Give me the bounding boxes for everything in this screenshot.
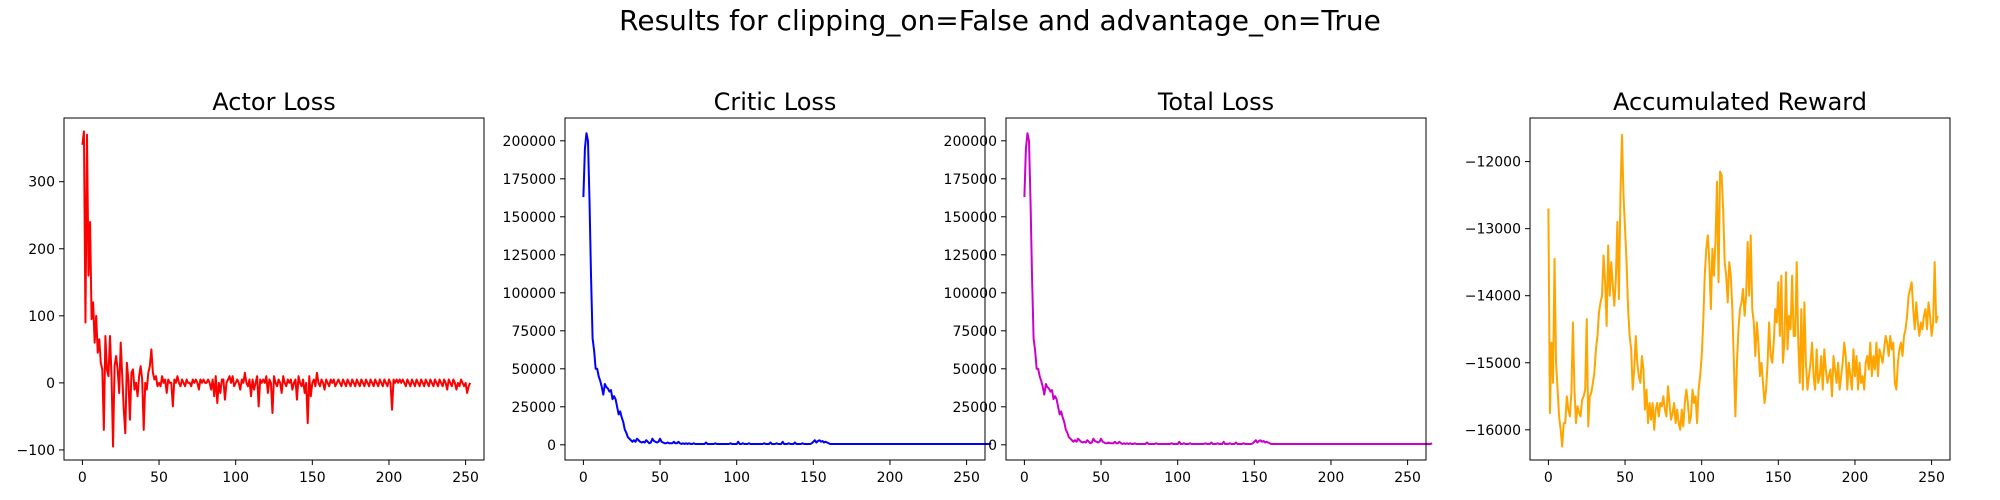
- total-loss-series-line: [1023, 132, 1433, 446]
- actor-loss-ytick-label: 0: [46, 376, 55, 392]
- accumulated-reward-xtick-label: 0: [1544, 470, 1553, 486]
- actor-loss-series-line: [81, 130, 472, 448]
- actor-loss-xtick-label: 250: [452, 470, 479, 486]
- critic-loss-ytick-label: 125000: [503, 248, 556, 264]
- actor-loss-title: Actor Loss: [212, 88, 335, 116]
- actor-loss-axes-frame: [63, 117, 485, 461]
- accumulated-reward-xtick-label: 150: [1765, 470, 1792, 486]
- total-loss-title: Total Loss: [1157, 88, 1274, 116]
- total-loss-ytick-label: 200000: [944, 134, 997, 150]
- critic-loss-ytick-label: 200000: [503, 134, 556, 150]
- accumulated-reward-xtick-label: 100: [1688, 470, 1715, 486]
- critic-loss-xtick-label: 150: [800, 470, 827, 486]
- critic-loss-ytick-label: 150000: [503, 210, 556, 226]
- critic-loss-axes-frame: [564, 117, 986, 461]
- actor-loss-xtick-label: 200: [376, 470, 403, 486]
- actor-loss-xtick-label: 0: [78, 470, 87, 486]
- actor-loss-xtick-label: 50: [150, 470, 168, 486]
- actor-loss-panel: Actor Loss 0 50 100 150 200 250 −100 0 100 200 300: [17, 88, 485, 486]
- total-loss-axes-frame: [1005, 117, 1427, 461]
- critic-loss-xtick-label: 250: [953, 470, 980, 486]
- total-loss-ytick-label: 150000: [944, 210, 997, 226]
- critic-loss-title: Critic Loss: [714, 88, 837, 116]
- accumulated-reward-panel: Accumulated Reward 0 50 100 150 200 250 −16000 −…: [1465, 88, 1951, 486]
- critic-loss-ytick-label: 100000: [503, 286, 556, 302]
- total-loss-xtick-label: 150: [1241, 470, 1268, 486]
- critic-loss-xtick-label: 50: [651, 470, 669, 486]
- critic-loss-series-line: [582, 132, 992, 446]
- accumulated-reward-ytick-label: −14000: [1465, 289, 1521, 305]
- total-loss-ytick-label: 125000: [944, 248, 997, 264]
- actor-loss-ytick-label: 300: [28, 175, 55, 191]
- accumulated-reward-xtick-label: 50: [1616, 470, 1634, 486]
- accumulated-reward-xtick-label: 200: [1842, 470, 1869, 486]
- total-loss-ytick-label: 0: [988, 438, 997, 454]
- critic-loss-ytick-label: 175000: [503, 172, 556, 188]
- total-loss-xtick-label: 50: [1092, 470, 1110, 486]
- critic-loss-ytick-label: 0: [547, 438, 556, 454]
- critic-loss-xtick-label: 0: [579, 470, 588, 486]
- critic-loss-ytick-label: 25000: [511, 400, 556, 416]
- accumulated-reward-xtick-label: 250: [1918, 470, 1945, 486]
- total-loss-ytick-label: 25000: [952, 400, 997, 416]
- accumulated-reward-title: Accumulated Reward: [1613, 88, 1867, 116]
- accumulated-reward-ytick-label: −15000: [1465, 356, 1521, 372]
- total-loss-ytick-label: 100000: [944, 286, 997, 302]
- actor-loss-xtick-label: 100: [222, 470, 249, 486]
- figure-suptitle: Results for clipping_on=False and advant…: [619, 4, 1381, 37]
- critic-loss-panel: Critic Loss 0 50 100 150 200 250 0 25000 50000 750…: [503, 88, 992, 486]
- total-loss-xtick-label: 100: [1164, 470, 1191, 486]
- total-loss-ytick-label: 75000: [952, 324, 997, 340]
- critic-loss-xtick-label: 200: [877, 470, 904, 486]
- accumulated-reward-ytick-label: −12000: [1465, 155, 1521, 171]
- actor-loss-ytick-label: 100: [28, 309, 55, 325]
- accumulated-reward-ytick-label: −13000: [1465, 222, 1521, 238]
- total-loss-ytick-label: 175000: [944, 172, 997, 188]
- accumulated-reward-series-line: [1547, 133, 1939, 448]
- accumulated-reward-ytick-label: −16000: [1465, 423, 1521, 439]
- total-loss-xtick-label: 0: [1020, 470, 1029, 486]
- total-loss-panel: Total Loss 0 50 100 150 200 250 0 25000 50000 7500…: [944, 88, 1433, 486]
- total-loss-xtick-label: 250: [1394, 470, 1421, 486]
- total-loss-ytick-label: 50000: [952, 362, 997, 378]
- critic-loss-ytick-label: 75000: [511, 324, 556, 340]
- accumulated-reward-axes-frame: [1529, 117, 1951, 461]
- actor-loss-ytick-label: −100: [17, 443, 55, 459]
- actor-loss-xtick-label: 150: [299, 470, 326, 486]
- actor-loss-ytick-label: 200: [28, 242, 55, 258]
- critic-loss-xtick-label: 100: [723, 470, 750, 486]
- total-loss-xtick-label: 200: [1318, 470, 1345, 486]
- critic-loss-ytick-label: 50000: [511, 362, 556, 378]
